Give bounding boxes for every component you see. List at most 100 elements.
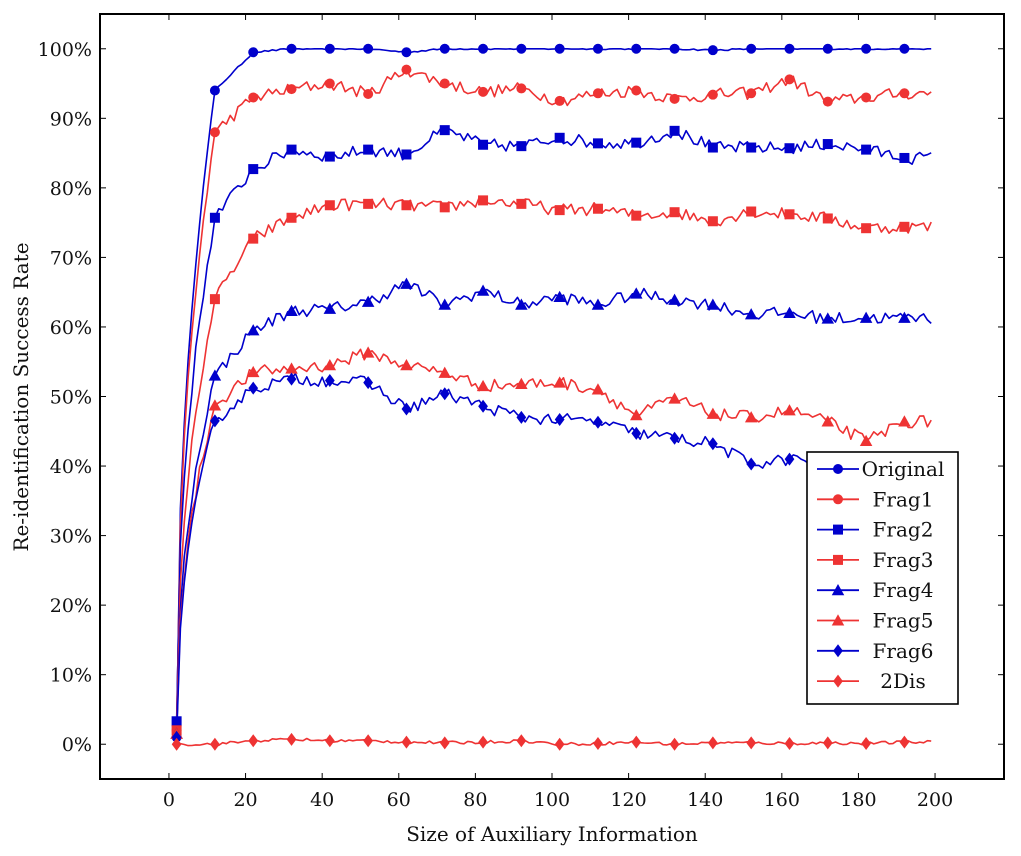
data-point-2dis bbox=[708, 736, 718, 750]
data-point-2dis bbox=[861, 737, 871, 751]
x-tick-label: 120 bbox=[610, 789, 646, 811]
data-point-frag2 bbox=[592, 138, 603, 149]
data-point-frag3 bbox=[248, 233, 259, 244]
data-point-frag4 bbox=[208, 369, 222, 381]
data-point-frag6 bbox=[669, 431, 680, 445]
data-point-original bbox=[592, 43, 603, 54]
data-point-original bbox=[631, 43, 642, 54]
data-point-frag5 bbox=[783, 404, 796, 416]
data-point-frag3 bbox=[861, 223, 872, 234]
series-line-frag5 bbox=[175, 348, 932, 734]
data-point-frag5 bbox=[361, 346, 375, 358]
x-axis-title: Size of Auxiliary Information bbox=[406, 822, 698, 846]
data-point-frag6 bbox=[478, 399, 488, 413]
y-axis-title: Re-identification Success Rate bbox=[9, 242, 33, 551]
data-point-frag5 bbox=[476, 379, 490, 392]
y-tick-label: 40% bbox=[50, 456, 92, 478]
y-tick-label: 50% bbox=[50, 387, 92, 409]
data-point-frag4 bbox=[591, 298, 605, 310]
legend-label-original: Original bbox=[862, 457, 945, 481]
data-point-2dis bbox=[248, 734, 259, 748]
data-point-frag2 bbox=[439, 125, 450, 136]
series-line-frag4 bbox=[175, 281, 932, 734]
data-point-frag6 bbox=[631, 426, 642, 440]
data-point-2dis bbox=[324, 734, 335, 748]
data-point-frag3 bbox=[209, 294, 220, 305]
data-point-2dis bbox=[210, 737, 220, 751]
data-point-frag3 bbox=[899, 221, 910, 232]
data-point-frag6 bbox=[210, 414, 220, 428]
data-point-frag1 bbox=[861, 92, 872, 103]
data-point-frag3 bbox=[822, 213, 833, 224]
legend-marker-frag5 bbox=[831, 614, 845, 626]
data-point-2dis bbox=[439, 736, 450, 750]
data-point-frag4 bbox=[859, 311, 873, 323]
x-tick-label: 140 bbox=[687, 789, 723, 811]
y-tick-label: 30% bbox=[50, 526, 92, 548]
data-point-frag6 bbox=[593, 415, 603, 429]
data-point-frag1 bbox=[822, 96, 833, 107]
data-point-frag1 bbox=[592, 88, 603, 99]
data-point-2dis bbox=[746, 736, 757, 750]
x-tick-label: 80 bbox=[463, 789, 487, 811]
data-point-frag2 bbox=[822, 139, 833, 150]
legend-marker-frag1 bbox=[833, 494, 843, 505]
data-point-2dis bbox=[286, 732, 297, 746]
series-line-2dis bbox=[176, 737, 932, 747]
x-tick-label: 0 bbox=[163, 789, 175, 811]
x-tick-label: 160 bbox=[764, 789, 800, 811]
series-line-frag1 bbox=[175, 68, 932, 731]
data-point-frag5 bbox=[591, 383, 605, 395]
data-point-frag3 bbox=[439, 202, 450, 213]
data-point-original bbox=[363, 43, 374, 54]
legend-marker-frag6 bbox=[833, 644, 843, 658]
data-point-frag3 bbox=[746, 206, 757, 217]
data-point-frag5 bbox=[553, 376, 566, 388]
data-point-frag6 bbox=[746, 457, 757, 471]
data-point-frag1 bbox=[631, 85, 642, 96]
data-point-2dis bbox=[822, 736, 833, 750]
data-point-frag6 bbox=[248, 381, 259, 395]
data-point-2dis bbox=[669, 737, 680, 751]
series-line-frag2 bbox=[175, 127, 932, 722]
data-point-frag6 bbox=[708, 437, 718, 451]
data-point-frag3 bbox=[401, 200, 412, 211]
data-point-frag1 bbox=[478, 86, 489, 97]
data-point-frag5 bbox=[246, 365, 260, 378]
data-point-2dis bbox=[593, 737, 603, 751]
data-point-frag3 bbox=[784, 209, 795, 220]
data-point-frag6 bbox=[286, 372, 297, 386]
data-point-2dis bbox=[554, 737, 565, 751]
data-point-frag6 bbox=[324, 374, 335, 388]
data-point-frag5 bbox=[744, 411, 758, 423]
data-point-frag6 bbox=[363, 376, 374, 390]
data-point-frag3 bbox=[478, 195, 489, 206]
legend-marker-frag2 bbox=[833, 524, 843, 535]
data-point-frag1 bbox=[439, 78, 450, 89]
data-point-2dis bbox=[401, 735, 412, 749]
data-point-frag2 bbox=[554, 132, 565, 143]
data-point-2dis bbox=[171, 737, 182, 751]
data-point-original bbox=[822, 43, 833, 54]
data-point-frag1 bbox=[324, 78, 335, 89]
data-point-original bbox=[478, 43, 489, 54]
data-point-frag3 bbox=[363, 198, 374, 209]
data-point-frag3 bbox=[286, 212, 297, 223]
data-point-frag2 bbox=[669, 125, 680, 136]
x-tick-label: 180 bbox=[840, 789, 876, 811]
legend-marker-2dis bbox=[833, 674, 843, 688]
data-point-frag2 bbox=[784, 143, 795, 154]
legend-frame bbox=[806, 451, 959, 705]
series-line-frag6 bbox=[175, 372, 932, 738]
data-point-frag3 bbox=[592, 203, 603, 214]
data-point-frag2 bbox=[478, 139, 489, 150]
data-point-frag1 bbox=[248, 92, 259, 103]
data-point-frag6 bbox=[401, 402, 412, 416]
data-point-original bbox=[209, 85, 220, 96]
data-point-frag2 bbox=[286, 144, 297, 155]
x-tick-label: 40 bbox=[310, 789, 334, 811]
legend-marker-original bbox=[833, 464, 843, 474]
data-point-frag4 bbox=[783, 306, 796, 319]
y-tick-label: 80% bbox=[50, 178, 92, 200]
